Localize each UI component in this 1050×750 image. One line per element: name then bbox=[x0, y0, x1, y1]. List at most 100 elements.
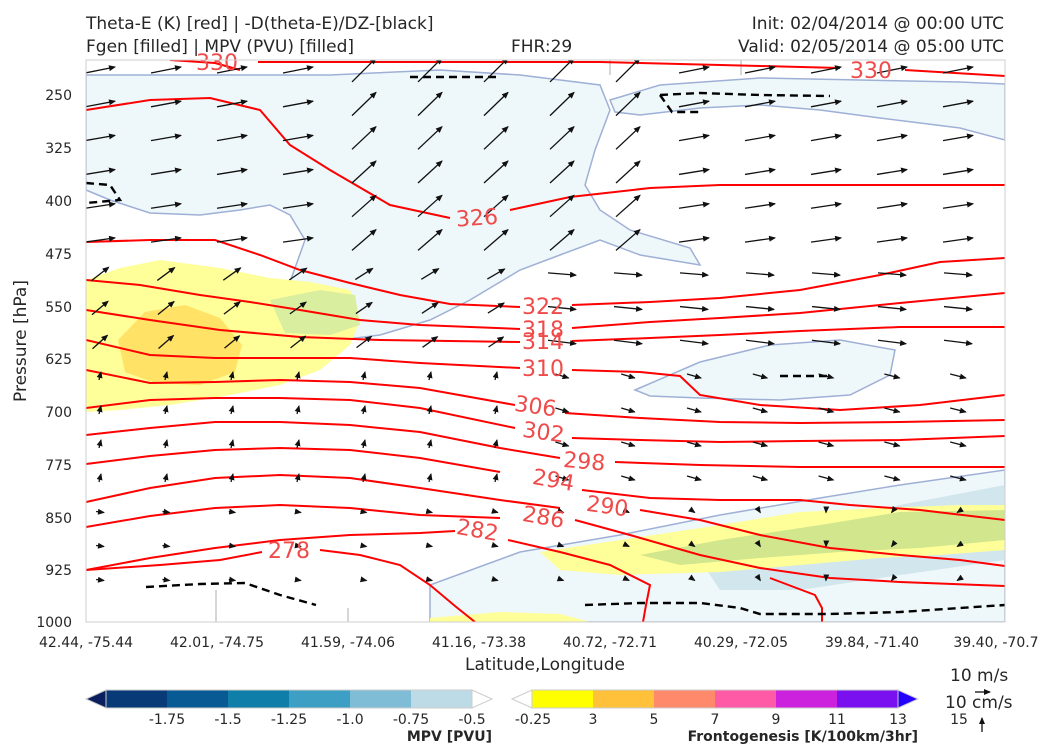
wind-vector bbox=[615, 60, 641, 83]
colorbar-tick-label: 7 bbox=[711, 712, 720, 728]
wind-vector bbox=[420, 268, 440, 280]
y-tick-550: 550 bbox=[45, 300, 72, 316]
wind-vector bbox=[150, 167, 182, 176]
colorbar-tick-label: -1.75 bbox=[149, 712, 185, 728]
wind-vector bbox=[216, 167, 248, 176]
wind-vector bbox=[811, 305, 841, 312]
wind-vector bbox=[547, 339, 577, 346]
frontogenesis-colorbar: 3 5 7 9 11 13 15 bbox=[510, 689, 968, 728]
wind-vector bbox=[86, 235, 116, 243]
wind-vector bbox=[354, 267, 374, 281]
wind-vector bbox=[216, 99, 248, 108]
theta-e-line-286 bbox=[86, 503, 1005, 587]
colorbar-swatch bbox=[289, 690, 351, 708]
colorbar-swatch bbox=[654, 690, 716, 708]
wind-vector bbox=[417, 160, 443, 184]
theta-e-label-302: 302 bbox=[521, 418, 566, 449]
title-valid: Valid: 02/05/2014 @ 05:00 UTC bbox=[738, 37, 1004, 57]
wind-vector bbox=[425, 576, 434, 583]
wind-vector bbox=[294, 542, 302, 549]
wind-vector bbox=[956, 506, 964, 514]
wind-vector bbox=[615, 91, 641, 117]
wind-vector bbox=[351, 160, 377, 184]
wind-vector bbox=[752, 475, 769, 482]
wind-vector bbox=[884, 407, 901, 414]
wind-vector bbox=[486, 268, 506, 280]
colorbar-tick-label: -0.5 bbox=[458, 712, 485, 728]
wind-vector bbox=[688, 506, 696, 514]
title-init: Init: 02/04/2014 @ 00:00 UTC bbox=[751, 14, 1004, 34]
y-tick-325: 325 bbox=[45, 141, 72, 157]
wind-vector bbox=[492, 405, 499, 415]
wind-vector bbox=[162, 473, 169, 483]
x-tick-2: 41.59, -74.06 bbox=[301, 635, 395, 651]
wind-vector bbox=[556, 541, 565, 548]
wind-vector bbox=[491, 575, 499, 582]
wind-ref-horizontal-label: 10 m/s bbox=[950, 666, 1008, 686]
wind-vector bbox=[228, 405, 235, 415]
wind-vector bbox=[877, 339, 907, 346]
wind-vector bbox=[877, 271, 907, 278]
wind-vector bbox=[282, 201, 314, 209]
wind-vector bbox=[228, 542, 237, 549]
wind-vector bbox=[549, 228, 575, 251]
colorbar-swatch bbox=[167, 690, 229, 708]
wind-vector bbox=[95, 542, 105, 549]
wind-vector bbox=[876, 65, 908, 74]
wind-vector bbox=[351, 194, 377, 218]
colorbar-tick-label: 13 bbox=[889, 712, 907, 728]
theta-e-label-314: 314 bbox=[522, 330, 564, 355]
wind-vector bbox=[754, 505, 761, 514]
wind-vector bbox=[417, 60, 443, 83]
wind-vector bbox=[876, 167, 908, 176]
theta-e-label-322: 322 bbox=[522, 295, 564, 320]
wind-vector bbox=[891, 539, 898, 548]
wind-vector bbox=[744, 65, 776, 74]
wind-vector bbox=[679, 305, 709, 312]
wind-vector bbox=[622, 575, 630, 582]
wind-vector bbox=[96, 473, 103, 483]
wind-vector bbox=[294, 508, 302, 515]
wind-vector bbox=[360, 576, 368, 583]
colorbar-swatch bbox=[776, 690, 838, 708]
wind-vector bbox=[615, 194, 641, 218]
wind-vector bbox=[818, 475, 835, 482]
wind-vector bbox=[294, 405, 301, 415]
dtheta-e-dz-contours bbox=[86, 75, 1005, 616]
wind-vector bbox=[216, 65, 248, 74]
wind-vector bbox=[491, 541, 499, 548]
theta-e-line-322a bbox=[86, 239, 1005, 308]
colorbar-tick-label: -1.5 bbox=[214, 712, 241, 728]
wind-vector bbox=[876, 235, 908, 243]
wind-vector bbox=[884, 441, 901, 448]
fgen-region-bottom bbox=[430, 612, 590, 622]
wind-vector bbox=[426, 439, 433, 449]
wind-vector bbox=[86, 133, 116, 142]
wind-vector bbox=[162, 576, 171, 583]
wind-vector bbox=[294, 576, 302, 583]
wind-vector bbox=[621, 373, 636, 380]
wind-vector bbox=[162, 542, 171, 549]
theta-e-line-294 bbox=[86, 446, 1005, 521]
colorbar-tick-label: 5 bbox=[650, 712, 659, 728]
y-tick-250: 250 bbox=[45, 88, 72, 104]
fgen-region-left-core bbox=[118, 305, 242, 385]
wind-vector bbox=[942, 201, 974, 209]
wind-vector bbox=[678, 133, 710, 142]
wind-vector bbox=[86, 99, 116, 108]
wind-vector bbox=[417, 228, 443, 251]
wind-vector bbox=[95, 576, 105, 583]
theta-e-label-330: 330 bbox=[850, 59, 892, 84]
wind-vector bbox=[678, 235, 710, 243]
y-tick-925: 925 bbox=[45, 563, 72, 579]
wind-vector bbox=[555, 441, 570, 448]
wind-vector bbox=[288, 267, 308, 281]
wind-vector bbox=[96, 405, 103, 415]
wind-vector bbox=[686, 441, 702, 448]
wind-vector bbox=[282, 99, 314, 108]
wind-vector bbox=[216, 133, 248, 142]
wind-vector bbox=[289, 301, 307, 315]
wind-vector bbox=[556, 575, 565, 582]
wind-vector bbox=[877, 305, 907, 312]
theta-e-label-310: 310 bbox=[522, 357, 564, 382]
